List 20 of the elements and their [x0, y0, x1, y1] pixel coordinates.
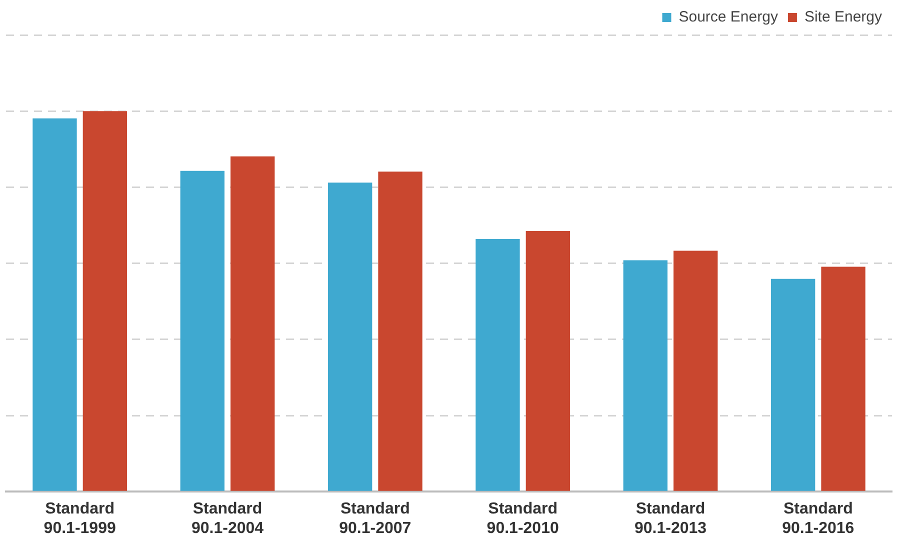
bar [476, 238, 520, 491]
x-tick-label: Standard 90.1-2007 [339, 500, 412, 537]
bar [821, 266, 866, 491]
bar [674, 250, 718, 491]
x-tick-label: Standard 90.1-2004 [191, 500, 264, 537]
x-tick-label: Standard 90.1-2013 [634, 500, 707, 537]
bar [770, 278, 816, 491]
bar [230, 156, 275, 491]
x-tick-label: Standard 90.1-2016 [782, 500, 854, 537]
bar [378, 172, 422, 491]
legend-label: Source Energy [678, 8, 778, 26]
bar [180, 170, 224, 491]
bar [328, 182, 372, 491]
bar [526, 230, 570, 491]
bar [32, 118, 77, 491]
x-tick-label: Standard 90.1-1999 [44, 500, 116, 537]
bar [623, 260, 668, 491]
bar [82, 111, 128, 491]
legend-label: Site Energy [804, 8, 882, 26]
x-tick-label: Standard 90.1-2010 [486, 500, 559, 537]
